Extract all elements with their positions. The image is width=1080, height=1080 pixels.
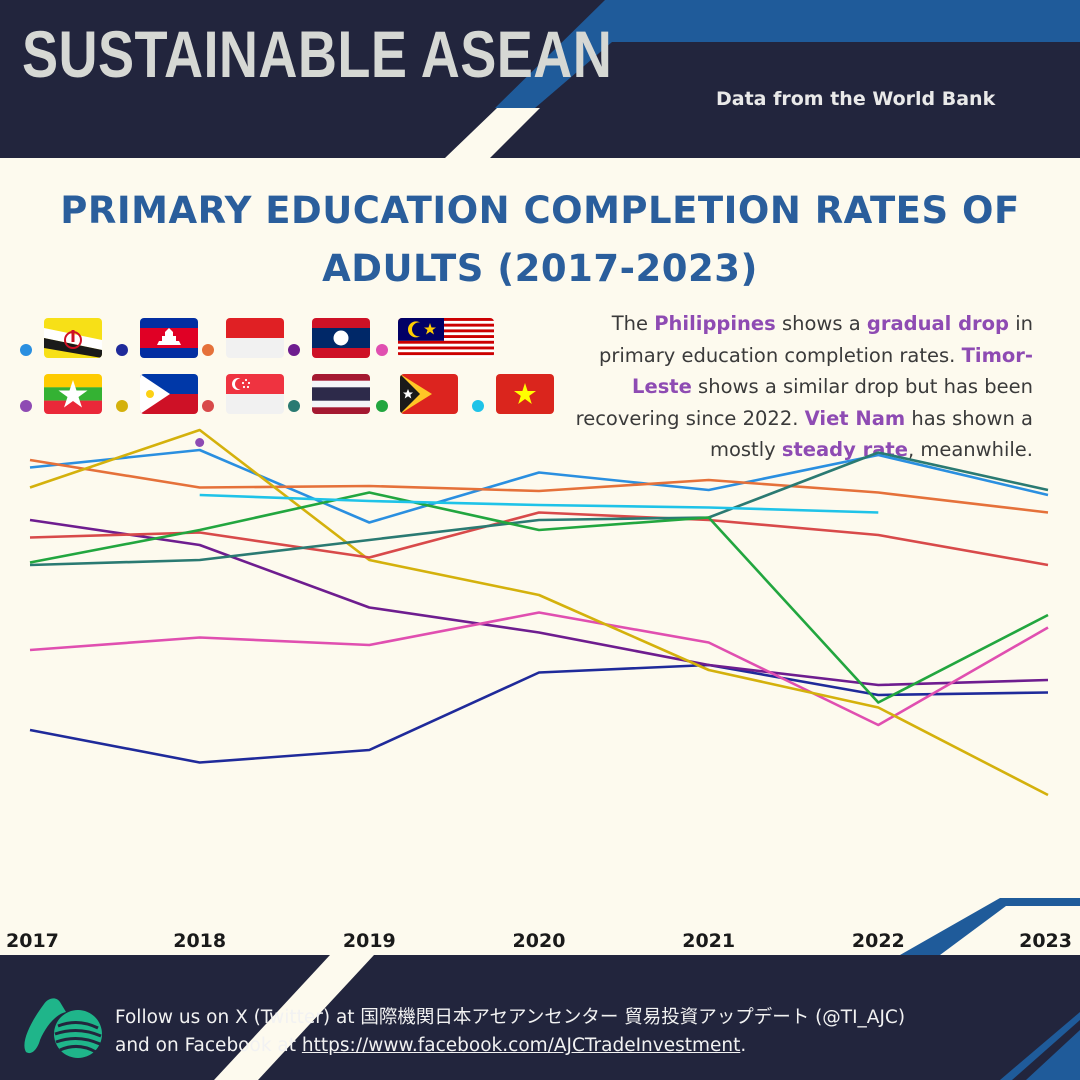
note-highlight: gradual drop — [866, 312, 1010, 335]
country-legend — [20, 316, 560, 426]
note-highlight: Philippines — [654, 312, 776, 335]
philippines-flag-icon — [140, 374, 198, 414]
legend-dot — [288, 344, 300, 356]
footer-facebook-prefix: and on Facebook at — [115, 1035, 302, 1056]
singapore-flag-icon — [226, 374, 284, 414]
brand-title: SUSTAINABLE ASEAN — [22, 17, 613, 91]
footer-twitter-text: Follow us on X (Twitter) at 国際機関日本アセアンセン… — [115, 1007, 906, 1028]
brunei-flag-icon — [44, 318, 102, 358]
legend-item-timor-leste — [376, 372, 492, 420]
series-line-timor-leste — [29, 491, 1049, 704]
series-malaysia — [29, 611, 1049, 727]
legend-dot — [116, 400, 128, 412]
legend-dot — [202, 344, 214, 356]
legend-item-laos — [288, 316, 404, 364]
note-highlight: Timor-Leste — [632, 343, 1033, 399]
legend-dot — [472, 400, 484, 412]
note-text: shows a — [775, 312, 867, 335]
cambodia-flag-icon — [140, 318, 198, 358]
series-line-philippines — [29, 428, 1049, 797]
legend-item-myanmar — [20, 372, 136, 420]
legend-dot — [202, 400, 214, 412]
legend-dot — [20, 400, 32, 412]
x-tick-label: 2023 — [1019, 930, 1072, 952]
malaysia-flag-icon — [398, 318, 494, 358]
series-line-thailand — [29, 451, 1049, 567]
legend-item-vietnam — [472, 372, 588, 420]
ajc-logo-icon — [24, 998, 102, 1058]
indonesia-flag-icon — [226, 318, 284, 358]
x-tick-label: 2021 — [682, 930, 735, 952]
insight-note: The Philippines shows a gradual drop in … — [560, 308, 1033, 466]
data-point-myanmar — [195, 438, 205, 447]
x-axis-ticks: 2017 2018 2019 2020 2021 2022 2023 — [6, 930, 1072, 952]
series-line-cambodia — [29, 663, 1049, 764]
legend-item-thailand — [288, 372, 404, 420]
series-line-malaysia — [29, 611, 1049, 727]
series-myanmar — [195, 438, 205, 447]
series-layer — [29, 428, 1049, 797]
series-indonesia — [29, 458, 1049, 514]
series-cambodia — [29, 663, 1049, 764]
note-text: , meanwhile. — [907, 438, 1033, 461]
series-timor-leste — [29, 491, 1049, 704]
note-text: shows a similar drop but has been recove… — [575, 375, 1033, 430]
laos-flag-icon — [312, 318, 370, 358]
series-line-viet-nam — [199, 493, 879, 514]
data-source: Data from the World Bank — [716, 88, 996, 110]
legend-dot — [116, 344, 128, 356]
x-tick-label: 2019 — [343, 930, 396, 952]
legend-item-indonesia — [202, 316, 318, 364]
series-brunei — [29, 448, 1049, 524]
vietnam-flag-icon — [496, 374, 554, 414]
legend-item-brunei — [20, 316, 136, 364]
legend-item-malaysia — [376, 316, 494, 364]
series-singapore — [29, 511, 1049, 567]
note-text: The — [611, 312, 655, 335]
legend-item-singapore — [202, 372, 318, 420]
legend-dot — [376, 400, 388, 412]
series-line-singapore — [29, 511, 1049, 567]
thailand-flag-icon — [312, 374, 370, 414]
note-text: has shown a mostly — [709, 406, 1033, 462]
x-tick-label: 2017 — [6, 930, 59, 952]
timor-leste-flag-icon — [400, 374, 458, 414]
line-chart: 2017 2018 2019 2020 2021 2022 2023 — [6, 428, 1072, 952]
note-highlight: Viet Nam — [804, 406, 906, 430]
x-tick-label: 2020 — [513, 930, 566, 952]
note-text: in primary education completion rates. — [598, 312, 1033, 367]
chart-title: PRIMARY EDUCATION COMPLETION RATES OF AD… — [60, 189, 1020, 290]
footer-social: Follow us on X (Twitter) at 国際機関日本アセアンセン… — [115, 1004, 1055, 1060]
myanmar-flag-icon — [44, 374, 102, 414]
series-laos — [29, 518, 1049, 687]
x-tick-label: 2022 — [852, 930, 905, 952]
footer-facebook-suffix: . — [740, 1035, 747, 1056]
facebook-link[interactable]: https://www.facebook.com/AJCTradeInvestm… — [301, 1035, 741, 1056]
legend-dot — [376, 344, 388, 356]
series-line-brunei — [29, 448, 1049, 524]
x-tick-label: 2018 — [173, 930, 226, 952]
legend-dot — [288, 400, 300, 412]
legend-item-cambodia — [116, 316, 232, 364]
legend-item-philippines — [116, 372, 232, 420]
series-thailand — [29, 451, 1049, 567]
series-viet-nam — [199, 493, 879, 514]
series-line-indonesia — [29, 458, 1049, 514]
series-line-laos — [29, 518, 1049, 687]
series-philippines — [29, 428, 1049, 797]
legend-dot — [20, 344, 32, 356]
